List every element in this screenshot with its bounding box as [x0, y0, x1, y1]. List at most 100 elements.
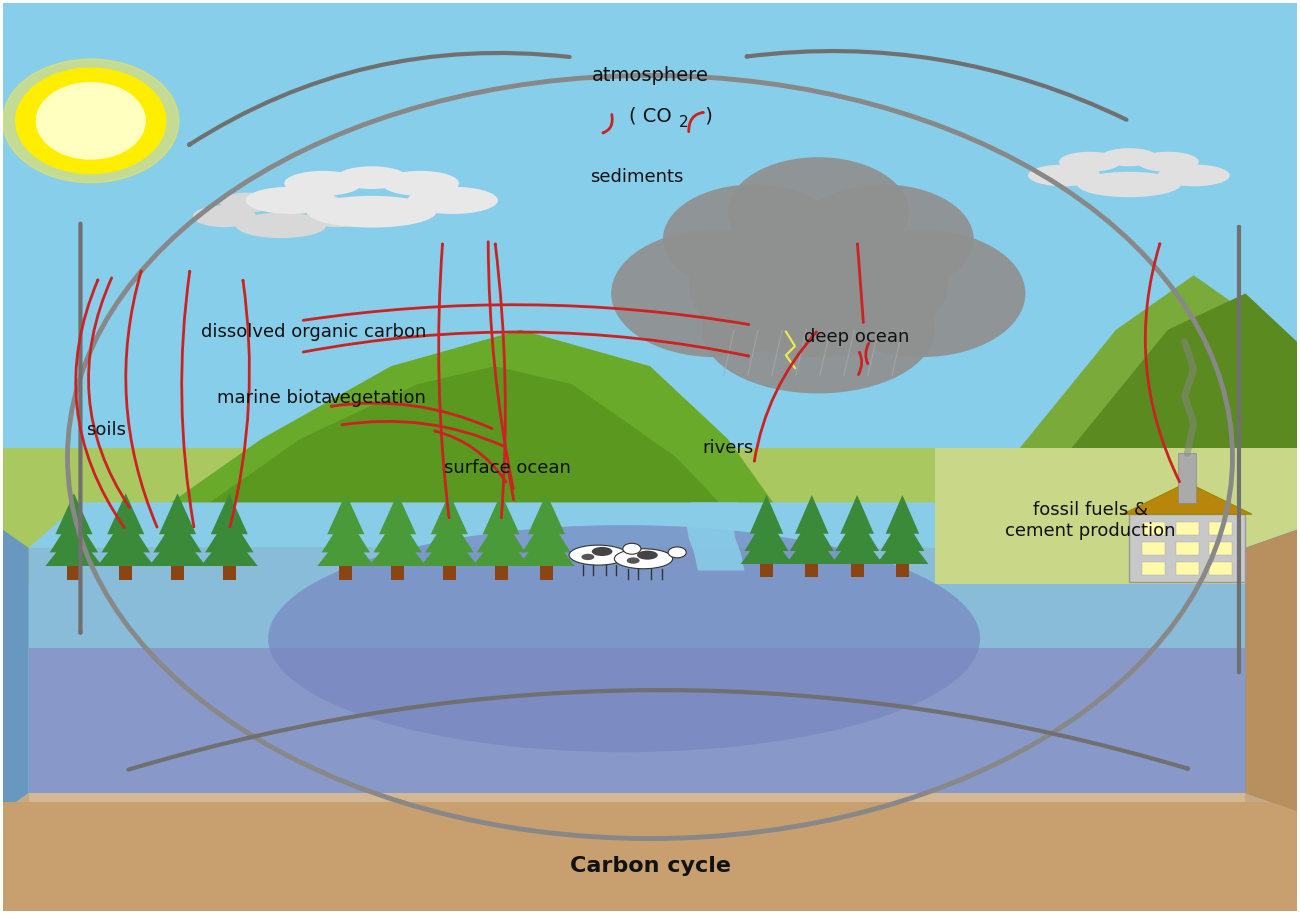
- Ellipse shape: [793, 185, 974, 293]
- Text: surface ocean: surface ocean: [445, 459, 571, 477]
- Circle shape: [3, 59, 179, 183]
- Polygon shape: [133, 367, 754, 584]
- Text: atmosphere: atmosphere: [592, 66, 708, 85]
- Polygon shape: [328, 494, 364, 534]
- Polygon shape: [391, 559, 404, 579]
- Polygon shape: [339, 559, 352, 579]
- Ellipse shape: [615, 548, 672, 569]
- Ellipse shape: [407, 186, 498, 214]
- Ellipse shape: [623, 543, 641, 554]
- Bar: [1128, 515, 1245, 582]
- Polygon shape: [430, 494, 468, 534]
- Polygon shape: [741, 529, 793, 564]
- Polygon shape: [120, 559, 133, 579]
- Polygon shape: [49, 515, 99, 552]
- Text: soils: soils: [86, 420, 126, 439]
- Bar: [3, 448, 1297, 584]
- Polygon shape: [745, 515, 789, 551]
- Bar: [29, 547, 1245, 657]
- Polygon shape: [987, 293, 1300, 584]
- Polygon shape: [159, 494, 196, 534]
- Ellipse shape: [637, 550, 658, 559]
- Polygon shape: [205, 515, 254, 552]
- Ellipse shape: [818, 230, 1026, 357]
- Bar: [1141, 562, 1165, 575]
- Ellipse shape: [663, 185, 844, 293]
- Polygon shape: [790, 515, 833, 551]
- Ellipse shape: [668, 547, 686, 558]
- Polygon shape: [495, 559, 507, 579]
- Bar: [1175, 562, 1199, 575]
- Text: ( CO: ( CO: [629, 107, 671, 126]
- Polygon shape: [1245, 530, 1297, 812]
- Ellipse shape: [1101, 148, 1157, 166]
- Text: Carbon cycle: Carbon cycle: [569, 856, 731, 876]
- Circle shape: [36, 83, 146, 159]
- Polygon shape: [380, 494, 416, 534]
- Ellipse shape: [287, 193, 342, 213]
- Polygon shape: [528, 494, 566, 534]
- Ellipse shape: [192, 206, 256, 228]
- Text: deep ocean: deep ocean: [805, 328, 910, 346]
- Polygon shape: [880, 515, 924, 551]
- Polygon shape: [796, 494, 828, 534]
- Text: sediments: sediments: [590, 168, 684, 186]
- Bar: [1175, 523, 1199, 535]
- Polygon shape: [153, 515, 202, 552]
- Polygon shape: [885, 494, 919, 534]
- Ellipse shape: [256, 189, 306, 207]
- Polygon shape: [540, 559, 552, 579]
- Bar: [1141, 523, 1165, 535]
- Polygon shape: [150, 530, 205, 566]
- Ellipse shape: [381, 171, 459, 196]
- Polygon shape: [805, 558, 818, 577]
- Polygon shape: [222, 559, 235, 579]
- Polygon shape: [760, 558, 774, 577]
- Polygon shape: [831, 529, 883, 564]
- Bar: [1209, 523, 1232, 535]
- Polygon shape: [840, 494, 874, 534]
- Polygon shape: [211, 494, 248, 534]
- Polygon shape: [909, 275, 1300, 584]
- Bar: [3, 802, 1297, 911]
- Ellipse shape: [1136, 152, 1199, 172]
- Bar: [935, 448, 1297, 584]
- Polygon shape: [101, 515, 150, 552]
- Polygon shape: [425, 515, 473, 552]
- Text: vegetation: vegetation: [330, 389, 426, 407]
- Ellipse shape: [235, 213, 326, 238]
- Polygon shape: [896, 558, 909, 577]
- Circle shape: [16, 69, 166, 174]
- Polygon shape: [1122, 483, 1252, 515]
- Polygon shape: [750, 494, 784, 534]
- Polygon shape: [1245, 530, 1297, 812]
- Polygon shape: [68, 559, 81, 579]
- Text: ): ): [699, 107, 714, 126]
- Polygon shape: [876, 529, 928, 564]
- Polygon shape: [3, 530, 29, 812]
- Polygon shape: [317, 530, 374, 566]
- Text: dissolved organic carbon: dissolved organic carbon: [200, 323, 426, 341]
- Ellipse shape: [1060, 152, 1121, 172]
- Polygon shape: [477, 515, 525, 552]
- Bar: [1209, 562, 1232, 575]
- Ellipse shape: [611, 230, 818, 357]
- Ellipse shape: [1078, 172, 1180, 197]
- Polygon shape: [473, 530, 529, 566]
- Polygon shape: [46, 530, 103, 566]
- Polygon shape: [850, 558, 863, 577]
- Polygon shape: [107, 494, 144, 534]
- Polygon shape: [3, 793, 1297, 812]
- Ellipse shape: [1028, 165, 1101, 186]
- Polygon shape: [172, 559, 185, 579]
- Ellipse shape: [285, 171, 361, 196]
- Ellipse shape: [306, 206, 369, 228]
- Bar: [1175, 542, 1199, 555]
- Polygon shape: [523, 515, 571, 552]
- Bar: [1141, 542, 1165, 555]
- Ellipse shape: [702, 266, 935, 393]
- Text: marine biota: marine biota: [217, 389, 333, 407]
- Ellipse shape: [569, 545, 628, 565]
- Bar: [29, 793, 1245, 821]
- Polygon shape: [421, 530, 478, 566]
